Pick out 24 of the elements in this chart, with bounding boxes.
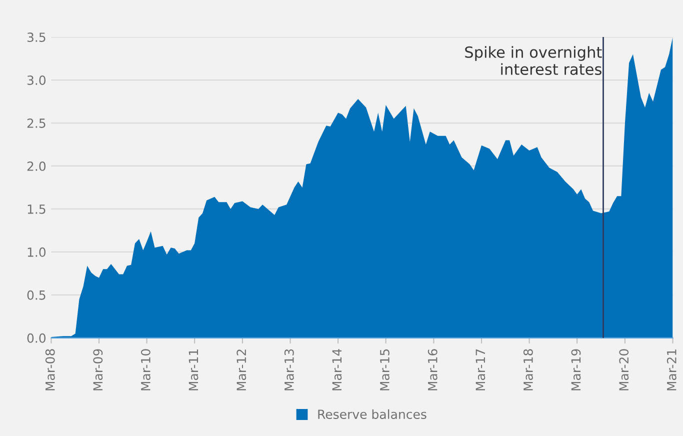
y-tick-label: 3.5 xyxy=(27,32,46,42)
x-tick-label: Mar-14 xyxy=(332,349,342,390)
x-tick-label: Mar-17 xyxy=(476,349,486,390)
x-tick-label: Mar-09 xyxy=(93,349,103,390)
y-tick-label: 2.5 xyxy=(27,118,46,128)
legend-label: Reserve balances xyxy=(318,409,426,419)
x-tick-label: Mar-08 xyxy=(45,349,55,390)
y-tick-label: 0.0 xyxy=(27,333,46,343)
x-tick-label: Mar-16 xyxy=(428,349,438,390)
y-tick-label: 3.0 xyxy=(27,76,46,85)
y-tick-label: 2.0 xyxy=(27,161,46,171)
x-tick-label: Mar-19 xyxy=(571,349,581,390)
x-tick-label: Mar-11 xyxy=(188,349,198,390)
y-tick-label: 1.0 xyxy=(28,247,46,257)
x-tick-label: Mar-21 xyxy=(666,349,676,390)
x-tick-label: Mar-13 xyxy=(284,349,294,390)
y-tick-label: 0.5 xyxy=(27,290,46,300)
x-tick-label: Mar-20 xyxy=(619,349,629,390)
x-tick-label: Mar-15 xyxy=(380,349,390,390)
x-tick-label: Mar-18 xyxy=(523,349,533,390)
x-tick-label: Mar-12 xyxy=(236,350,246,390)
ref-line-label: Spike in overnight interest rates xyxy=(465,46,602,76)
x-tick-label: Mar-10 xyxy=(140,349,150,390)
y-tick-label: 1.5 xyxy=(28,204,46,214)
